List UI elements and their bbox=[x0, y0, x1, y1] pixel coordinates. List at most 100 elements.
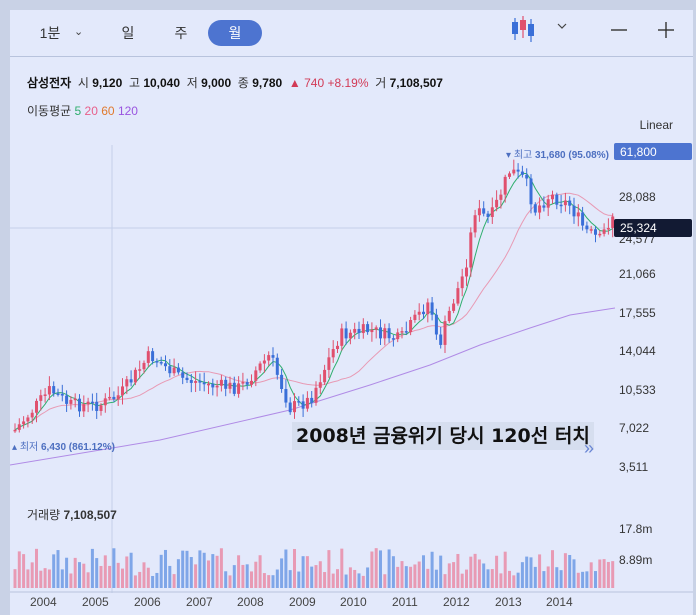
candlestick-icon[interactable] bbox=[512, 16, 534, 42]
volume-bar bbox=[555, 567, 559, 588]
candle-body bbox=[262, 360, 266, 364]
volume-bar bbox=[65, 557, 69, 588]
volume-bar bbox=[297, 571, 301, 588]
ma60-path bbox=[14, 192, 613, 431]
candle-body bbox=[155, 361, 159, 363]
volume-tick: 17.8m bbox=[619, 522, 652, 536]
chevron-down-icon[interactable] bbox=[557, 23, 567, 29]
candle-body bbox=[108, 396, 112, 399]
candle-body bbox=[202, 382, 206, 385]
volume-bar bbox=[194, 564, 198, 588]
volume-bar bbox=[323, 572, 327, 588]
volume-bar bbox=[310, 566, 314, 588]
tab-day[interactable]: 일 bbox=[121, 25, 135, 41]
candle-body bbox=[250, 380, 253, 385]
volume-bar bbox=[430, 551, 434, 588]
candle-body bbox=[486, 213, 490, 217]
volume-bar bbox=[490, 569, 494, 588]
volume-bar bbox=[512, 575, 516, 588]
candle-body bbox=[598, 233, 602, 236]
volume-bar bbox=[168, 565, 172, 588]
volume-bar bbox=[413, 564, 417, 588]
candle-body bbox=[516, 169, 520, 172]
candle-body bbox=[69, 399, 73, 404]
candle-body bbox=[473, 215, 477, 233]
candle-body bbox=[86, 401, 90, 405]
volume-bar bbox=[181, 550, 185, 588]
volume-label: 거 bbox=[375, 76, 387, 90]
candle-body bbox=[379, 327, 382, 339]
candle-body bbox=[301, 401, 305, 409]
volume-bar bbox=[499, 573, 503, 588]
volume-bar bbox=[396, 566, 400, 588]
candle-body bbox=[176, 367, 180, 373]
volume-bar bbox=[78, 562, 81, 588]
current-price-value: 25,324 bbox=[620, 221, 657, 235]
candle-body bbox=[391, 338, 395, 340]
candle-body bbox=[344, 328, 348, 339]
volume-bar bbox=[245, 564, 249, 588]
candle-body bbox=[383, 328, 387, 339]
candle-body bbox=[426, 302, 430, 315]
candle-body bbox=[581, 212, 585, 226]
tab-month[interactable]: 월 bbox=[208, 20, 262, 46]
plus-icon[interactable] bbox=[658, 22, 674, 38]
volume-bar bbox=[340, 548, 344, 588]
candle-body bbox=[159, 362, 163, 364]
price-chart[interactable]: 28,088 24,577 21,066 17,555 14,044 10,53… bbox=[10, 10, 693, 615]
candle-body bbox=[245, 382, 249, 385]
volume-bar bbox=[121, 568, 124, 588]
interval-select[interactable]: 1분 bbox=[30, 20, 70, 46]
candle-body bbox=[288, 402, 292, 413]
annotation-label: 2008년 금융위기 당시 120선 터치 bbox=[292, 422, 594, 450]
volume-bar bbox=[232, 565, 236, 588]
candle-body bbox=[422, 311, 425, 315]
moving-average-legend[interactable]: 이동평균 5 20 60 120 bbox=[27, 102, 138, 119]
volume-bar bbox=[344, 574, 348, 588]
volume-bar bbox=[305, 556, 309, 588]
candlesticks bbox=[13, 159, 615, 433]
candle-body bbox=[340, 328, 344, 346]
high-marker: ▾ 최고 31,680 (95.08%) bbox=[506, 150, 609, 161]
candle-body bbox=[336, 345, 339, 350]
candle-body bbox=[142, 362, 146, 370]
high-marker-label: 최고 bbox=[513, 150, 533, 161]
close-label: 종 bbox=[237, 76, 249, 90]
volume-value: 7,108,507 bbox=[389, 76, 443, 90]
volume-bar bbox=[129, 552, 133, 588]
candle-body bbox=[327, 357, 331, 370]
candle-body bbox=[348, 332, 352, 339]
candle-body bbox=[237, 383, 241, 394]
low-marker-value: 6,430 (861.12%) bbox=[41, 442, 115, 453]
candle-body bbox=[194, 381, 198, 383]
volume-bar bbox=[90, 548, 94, 588]
candle-body bbox=[538, 205, 542, 213]
candle-body bbox=[78, 398, 81, 412]
candle-body bbox=[17, 424, 21, 430]
candle-body bbox=[181, 372, 185, 378]
candle-body bbox=[280, 374, 284, 389]
candle-body bbox=[439, 334, 443, 345]
year-tick: 2010 bbox=[340, 595, 367, 609]
price-tick: 3,511 bbox=[619, 460, 648, 474]
volume-bar bbox=[383, 574, 387, 588]
volume-bar bbox=[116, 562, 120, 588]
price-tick: 28,088 bbox=[619, 190, 656, 204]
chevron-down-icon[interactable]: ⌄ bbox=[74, 26, 84, 38]
volume-bar bbox=[108, 565, 112, 588]
volume-bar bbox=[314, 565, 318, 588]
volume-bar bbox=[447, 563, 451, 588]
candle-body bbox=[65, 395, 69, 404]
volume-title: 거래량 7,108,507 bbox=[27, 506, 117, 523]
volume-bar bbox=[336, 569, 339, 588]
volume-bar bbox=[426, 568, 430, 588]
scale-mode-select[interactable]: Linear bbox=[639, 118, 673, 132]
year-tick: 2005 bbox=[82, 595, 109, 609]
volume-bar bbox=[370, 551, 374, 588]
ma120-line bbox=[10, 307, 616, 466]
volume-bar bbox=[293, 548, 296, 588]
double-chevron-right-icon[interactable]: » bbox=[584, 438, 595, 458]
volume-bar bbox=[151, 575, 155, 588]
tab-week[interactable]: 주 bbox=[174, 25, 188, 41]
volume-bar bbox=[17, 551, 21, 588]
